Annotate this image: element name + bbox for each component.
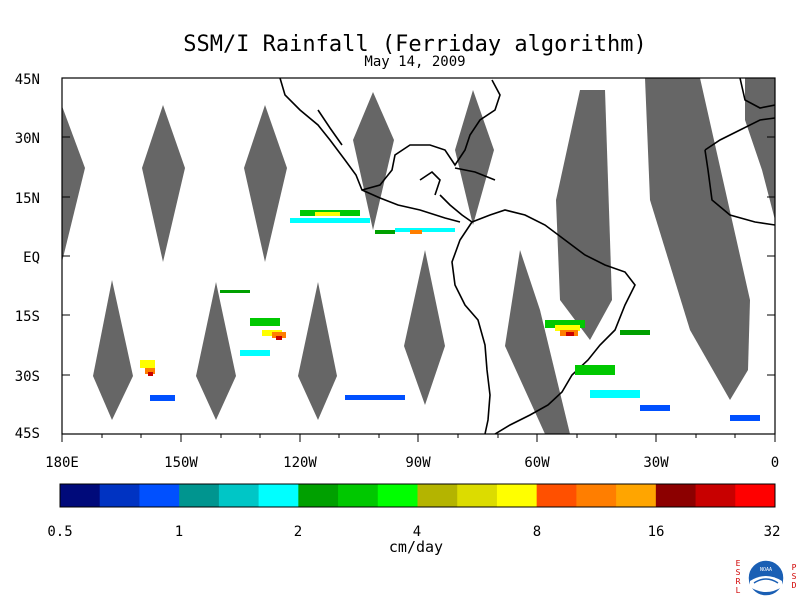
- colorbar-frame: [59, 483, 776, 508]
- lon-label: 60W: [524, 455, 550, 471]
- lon-label: 30W: [643, 455, 669, 471]
- colorbar-tick-label: 2: [294, 524, 302, 540]
- colorbar: [60, 484, 776, 507]
- missing-data-swaths: [62, 78, 775, 434]
- colorbar-swatch: [60, 484, 101, 507]
- colorbar-swatch: [496, 484, 538, 507]
- logo-letter: S: [792, 572, 797, 581]
- colorbar-tick-label: 4: [413, 524, 421, 540]
- logo-letter: D: [792, 581, 797, 590]
- colorbar-tick-label: 1: [175, 524, 183, 540]
- colorbar-swatch: [258, 484, 299, 507]
- map-date: May 14, 2009: [364, 54, 466, 70]
- colorbar-tick-label: 32: [764, 524, 781, 540]
- logo-noaa-text: NOAA: [760, 567, 772, 573]
- colorbar-tick-labels: 0.5 1 2 4 8 16 32: [47, 524, 780, 540]
- lat-label: 15S: [15, 309, 40, 325]
- colorbar-swatch: [377, 484, 418, 507]
- lon-label: 180E: [45, 455, 79, 471]
- coastlines: [279, 78, 775, 434]
- lon-label: 90W: [405, 455, 431, 471]
- colorbar-swatch: [695, 484, 736, 507]
- colorbar-units: cm/day: [388, 538, 444, 556]
- colorbar-swatch: [338, 484, 379, 507]
- longitude-labels: 180E 150W 120W 90W 60W 30W 0: [45, 455, 779, 471]
- logo-letter: R: [736, 577, 741, 586]
- colorbar-swatch: [218, 484, 260, 507]
- logo-letter: P: [792, 563, 797, 572]
- colorbar-tick-label: 8: [533, 524, 541, 540]
- colorbar-swatch: [457, 484, 498, 507]
- lat-label: 30S: [15, 369, 40, 385]
- logo-letter: E: [736, 559, 741, 568]
- lat-label: 15N: [15, 191, 40, 207]
- logo-letter: L: [736, 586, 741, 595]
- lat-label: 45N: [15, 72, 40, 88]
- colorbar-swatch: [179, 484, 220, 507]
- lon-label: 0: [771, 455, 779, 471]
- lon-label: 120W: [283, 455, 317, 471]
- map-title: SSM/I Rainfall (Ferriday algorithm): [183, 32, 647, 57]
- lat-label: 30N: [15, 131, 40, 147]
- latitude-labels: 45N 30N 15N EQ 15S 30S 45S: [15, 72, 40, 442]
- latitude-ticks: [62, 77, 775, 435]
- colorbar-swatch: [298, 484, 339, 507]
- colorbar-swatch: [735, 484, 776, 507]
- rainfall-patches: [140, 210, 760, 421]
- colorbar-swatch: [576, 484, 617, 507]
- colorbar-swatch: [417, 484, 458, 507]
- colorbar-swatch: [99, 484, 140, 507]
- colorbar-swatch: [616, 484, 657, 507]
- colorbar-swatch: [536, 484, 577, 507]
- longitude-ticks: [61, 434, 776, 442]
- noaa-esrl-psd-logo: E S R L P S D NOAA: [736, 559, 797, 597]
- colorbar-swatch: [655, 484, 697, 507]
- colorbar-tick-label: 0.5: [47, 524, 72, 540]
- lon-label: 150W: [164, 455, 198, 471]
- lat-label: EQ: [23, 250, 40, 266]
- colorbar-swatch: [139, 484, 180, 507]
- logo-letter: S: [736, 568, 741, 577]
- lat-label: 45S: [15, 426, 40, 442]
- colorbar-tick-label: 16: [648, 524, 665, 540]
